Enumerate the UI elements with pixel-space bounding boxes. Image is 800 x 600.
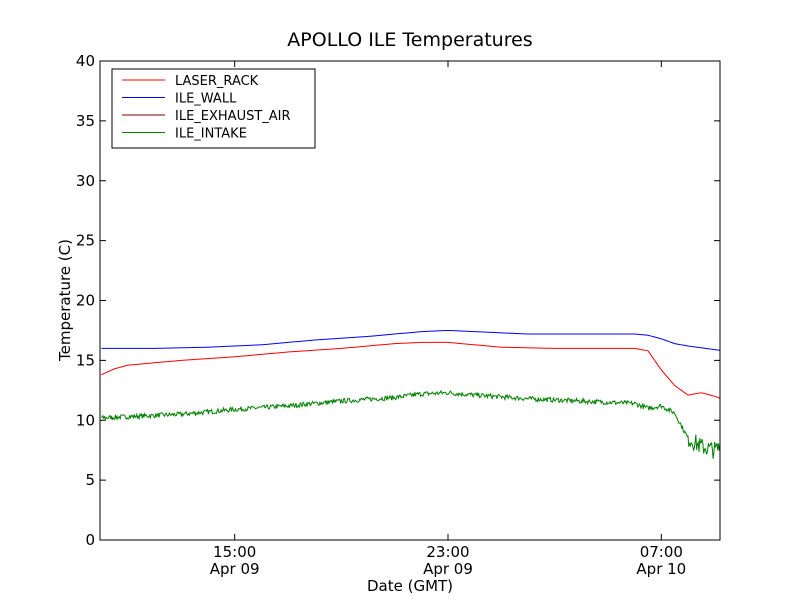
series-group bbox=[100, 329, 720, 459]
x-tick-date-label: Apr 09 bbox=[423, 560, 473, 578]
legend-label: LASER_RACK bbox=[175, 74, 259, 89]
x-tick-label: 07:00 bbox=[640, 543, 683, 561]
series-line-ile-intake bbox=[100, 389, 720, 459]
y-tick-label: 30 bbox=[76, 172, 95, 190]
legend: LASER_RACK ILE_WALL ILE_EXHAUST_AIR ILE_INT… bbox=[111, 68, 316, 149]
series-line-ile-wall bbox=[101, 329, 720, 351]
x-tick-date-label: Apr 09 bbox=[210, 560, 260, 578]
legend-label: ILE_WALL bbox=[175, 92, 237, 107]
x-tick-date-label: Apr 10 bbox=[636, 560, 686, 578]
legend-box bbox=[111, 68, 316, 149]
legend-label: ILE_EXHAUST_AIR bbox=[175, 109, 291, 124]
y-tick-label: 35 bbox=[76, 112, 95, 130]
x-tick-label: 15:00 bbox=[213, 543, 256, 561]
y-tick-label: 40 bbox=[76, 52, 95, 70]
series-line-laser-rack bbox=[101, 341, 720, 399]
x-axis-label: Date (GMT) bbox=[367, 577, 453, 595]
y-tick-label: 5 bbox=[85, 471, 95, 489]
y-tick-label: 0 bbox=[85, 531, 95, 549]
y-tick-label: 20 bbox=[76, 292, 95, 310]
legend-label: ILE_INTAKE bbox=[175, 127, 247, 142]
y-axis-label: Temperature (C) bbox=[56, 239, 74, 362]
chart-title: APOLLO ILE Temperatures bbox=[287, 29, 532, 51]
x-tick-label: 23:00 bbox=[426, 543, 469, 561]
y-axis: 0 5 10 15 20 25 30 35 40 bbox=[76, 52, 720, 549]
y-tick-label: 25 bbox=[76, 232, 95, 250]
y-tick-label: 10 bbox=[76, 411, 95, 429]
y-tick-label: 15 bbox=[76, 351, 95, 369]
